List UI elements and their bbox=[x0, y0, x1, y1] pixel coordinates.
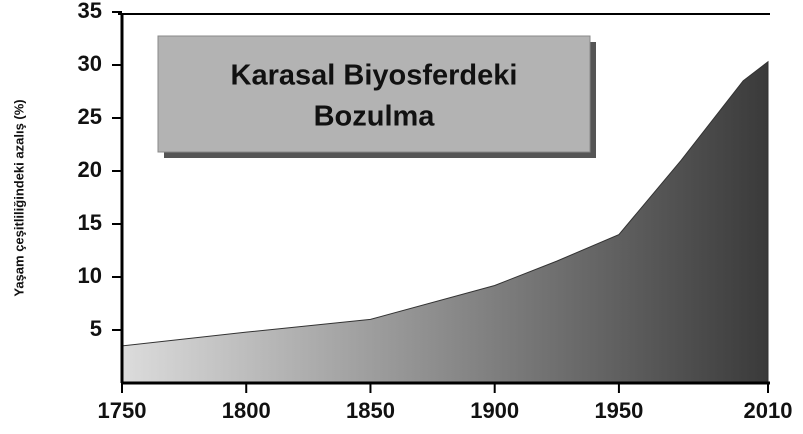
y-axis-label: Yaşam çeşitliliğindeki azalış (%) bbox=[11, 99, 26, 296]
x-tick-label: 1950 bbox=[594, 398, 643, 423]
x-tick-label: 2010 bbox=[744, 398, 793, 423]
chart-title: Bozulma bbox=[314, 101, 436, 133]
x-tick-label: 1800 bbox=[222, 398, 271, 423]
y-tick-label: 15 bbox=[78, 210, 102, 235]
chart-title: Karasal Biyosferdeki bbox=[231, 60, 518, 92]
y-tick-label: 10 bbox=[78, 263, 102, 288]
y-tick-label: 35 bbox=[78, 0, 102, 23]
x-tick-label: 1750 bbox=[98, 398, 147, 423]
title-box bbox=[157, 35, 591, 153]
y-tick-label: 5 bbox=[90, 316, 102, 341]
y-tick-label: 30 bbox=[78, 51, 102, 76]
y-tick-label: 20 bbox=[78, 157, 102, 182]
x-tick-label: 1850 bbox=[346, 398, 395, 423]
y-tick-label: 25 bbox=[78, 104, 102, 129]
x-tick-label: 1900 bbox=[470, 398, 519, 423]
area bbox=[121, 60, 769, 384]
